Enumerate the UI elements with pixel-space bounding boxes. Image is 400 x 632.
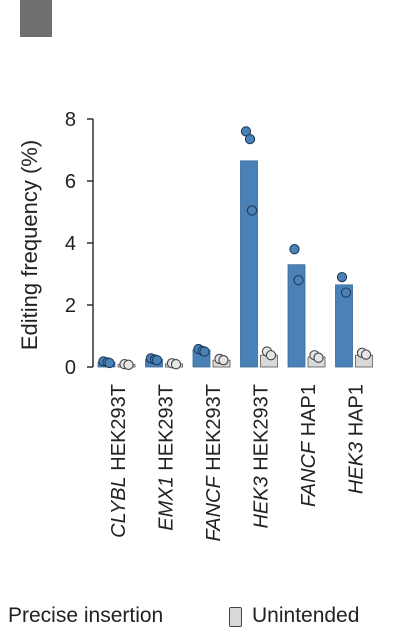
legend-label-unintended: Unintended bbox=[252, 604, 360, 627]
point-precise-insertion bbox=[289, 244, 300, 255]
chart-bars bbox=[97, 160, 373, 368]
bar-precise-insertion bbox=[335, 284, 353, 368]
x-tick-label: HEK3 HAP1 bbox=[346, 384, 368, 494]
x-tick-label: HEK3 HEK293T bbox=[251, 384, 273, 529]
y-tick-label: 0 bbox=[65, 357, 76, 379]
point-precise-insertion bbox=[244, 133, 256, 145]
replicate-points bbox=[98, 126, 372, 370]
point-precise-insertion bbox=[151, 355, 163, 366]
point-precise-insertion bbox=[340, 287, 352, 298]
y-tick-label: 8 bbox=[65, 109, 76, 131]
y-tick-label: 4 bbox=[65, 233, 76, 255]
bar-precise-insertion bbox=[240, 160, 258, 368]
point-unintended bbox=[265, 350, 277, 361]
x-tick-label: CLYBL HEK293T bbox=[108, 384, 130, 538]
point-unintended bbox=[123, 359, 134, 370]
bar-chart: 0 2 4 6 8 CLYBL HEK293T EMX1 HEK293T FANCF HEK… bbox=[17, 109, 373, 541]
y-axis-label: Editing frequency (%) bbox=[17, 140, 42, 350]
x-axis-labels: CLYBL HEK293T EMX1 HEK293T FANCF HEK293T HE… bbox=[108, 384, 368, 541]
bar-precise-insertion bbox=[287, 264, 306, 368]
point-precise-insertion bbox=[293, 275, 304, 286]
x-tick-label: EMX1 HEK293T bbox=[156, 384, 178, 531]
y-tick-label: 6 bbox=[65, 171, 76, 193]
point-unintended bbox=[218, 355, 229, 366]
legend-label-precise-insertion: Precise insertion bbox=[8, 604, 164, 627]
point-unintended bbox=[360, 349, 372, 360]
point-unintended bbox=[313, 352, 324, 363]
x-tick-label: FANCF HEK293T bbox=[203, 384, 225, 541]
point-precise-insertion bbox=[336, 271, 348, 283]
legend: Precise insertion Unintended bbox=[0, 604, 400, 632]
legend-swatch-unintended bbox=[229, 607, 242, 627]
point-precise-insertion bbox=[104, 357, 115, 369]
point-precise-insertion bbox=[199, 346, 210, 357]
point-unintended bbox=[170, 359, 182, 370]
y-axis: 0 2 4 6 8 bbox=[65, 109, 94, 379]
y-tick-label: 2 bbox=[65, 295, 76, 317]
point-precise-insertion bbox=[246, 205, 258, 216]
panel-label-badge bbox=[20, 0, 52, 37]
x-tick-label: FANCF HAP1 bbox=[298, 384, 320, 507]
